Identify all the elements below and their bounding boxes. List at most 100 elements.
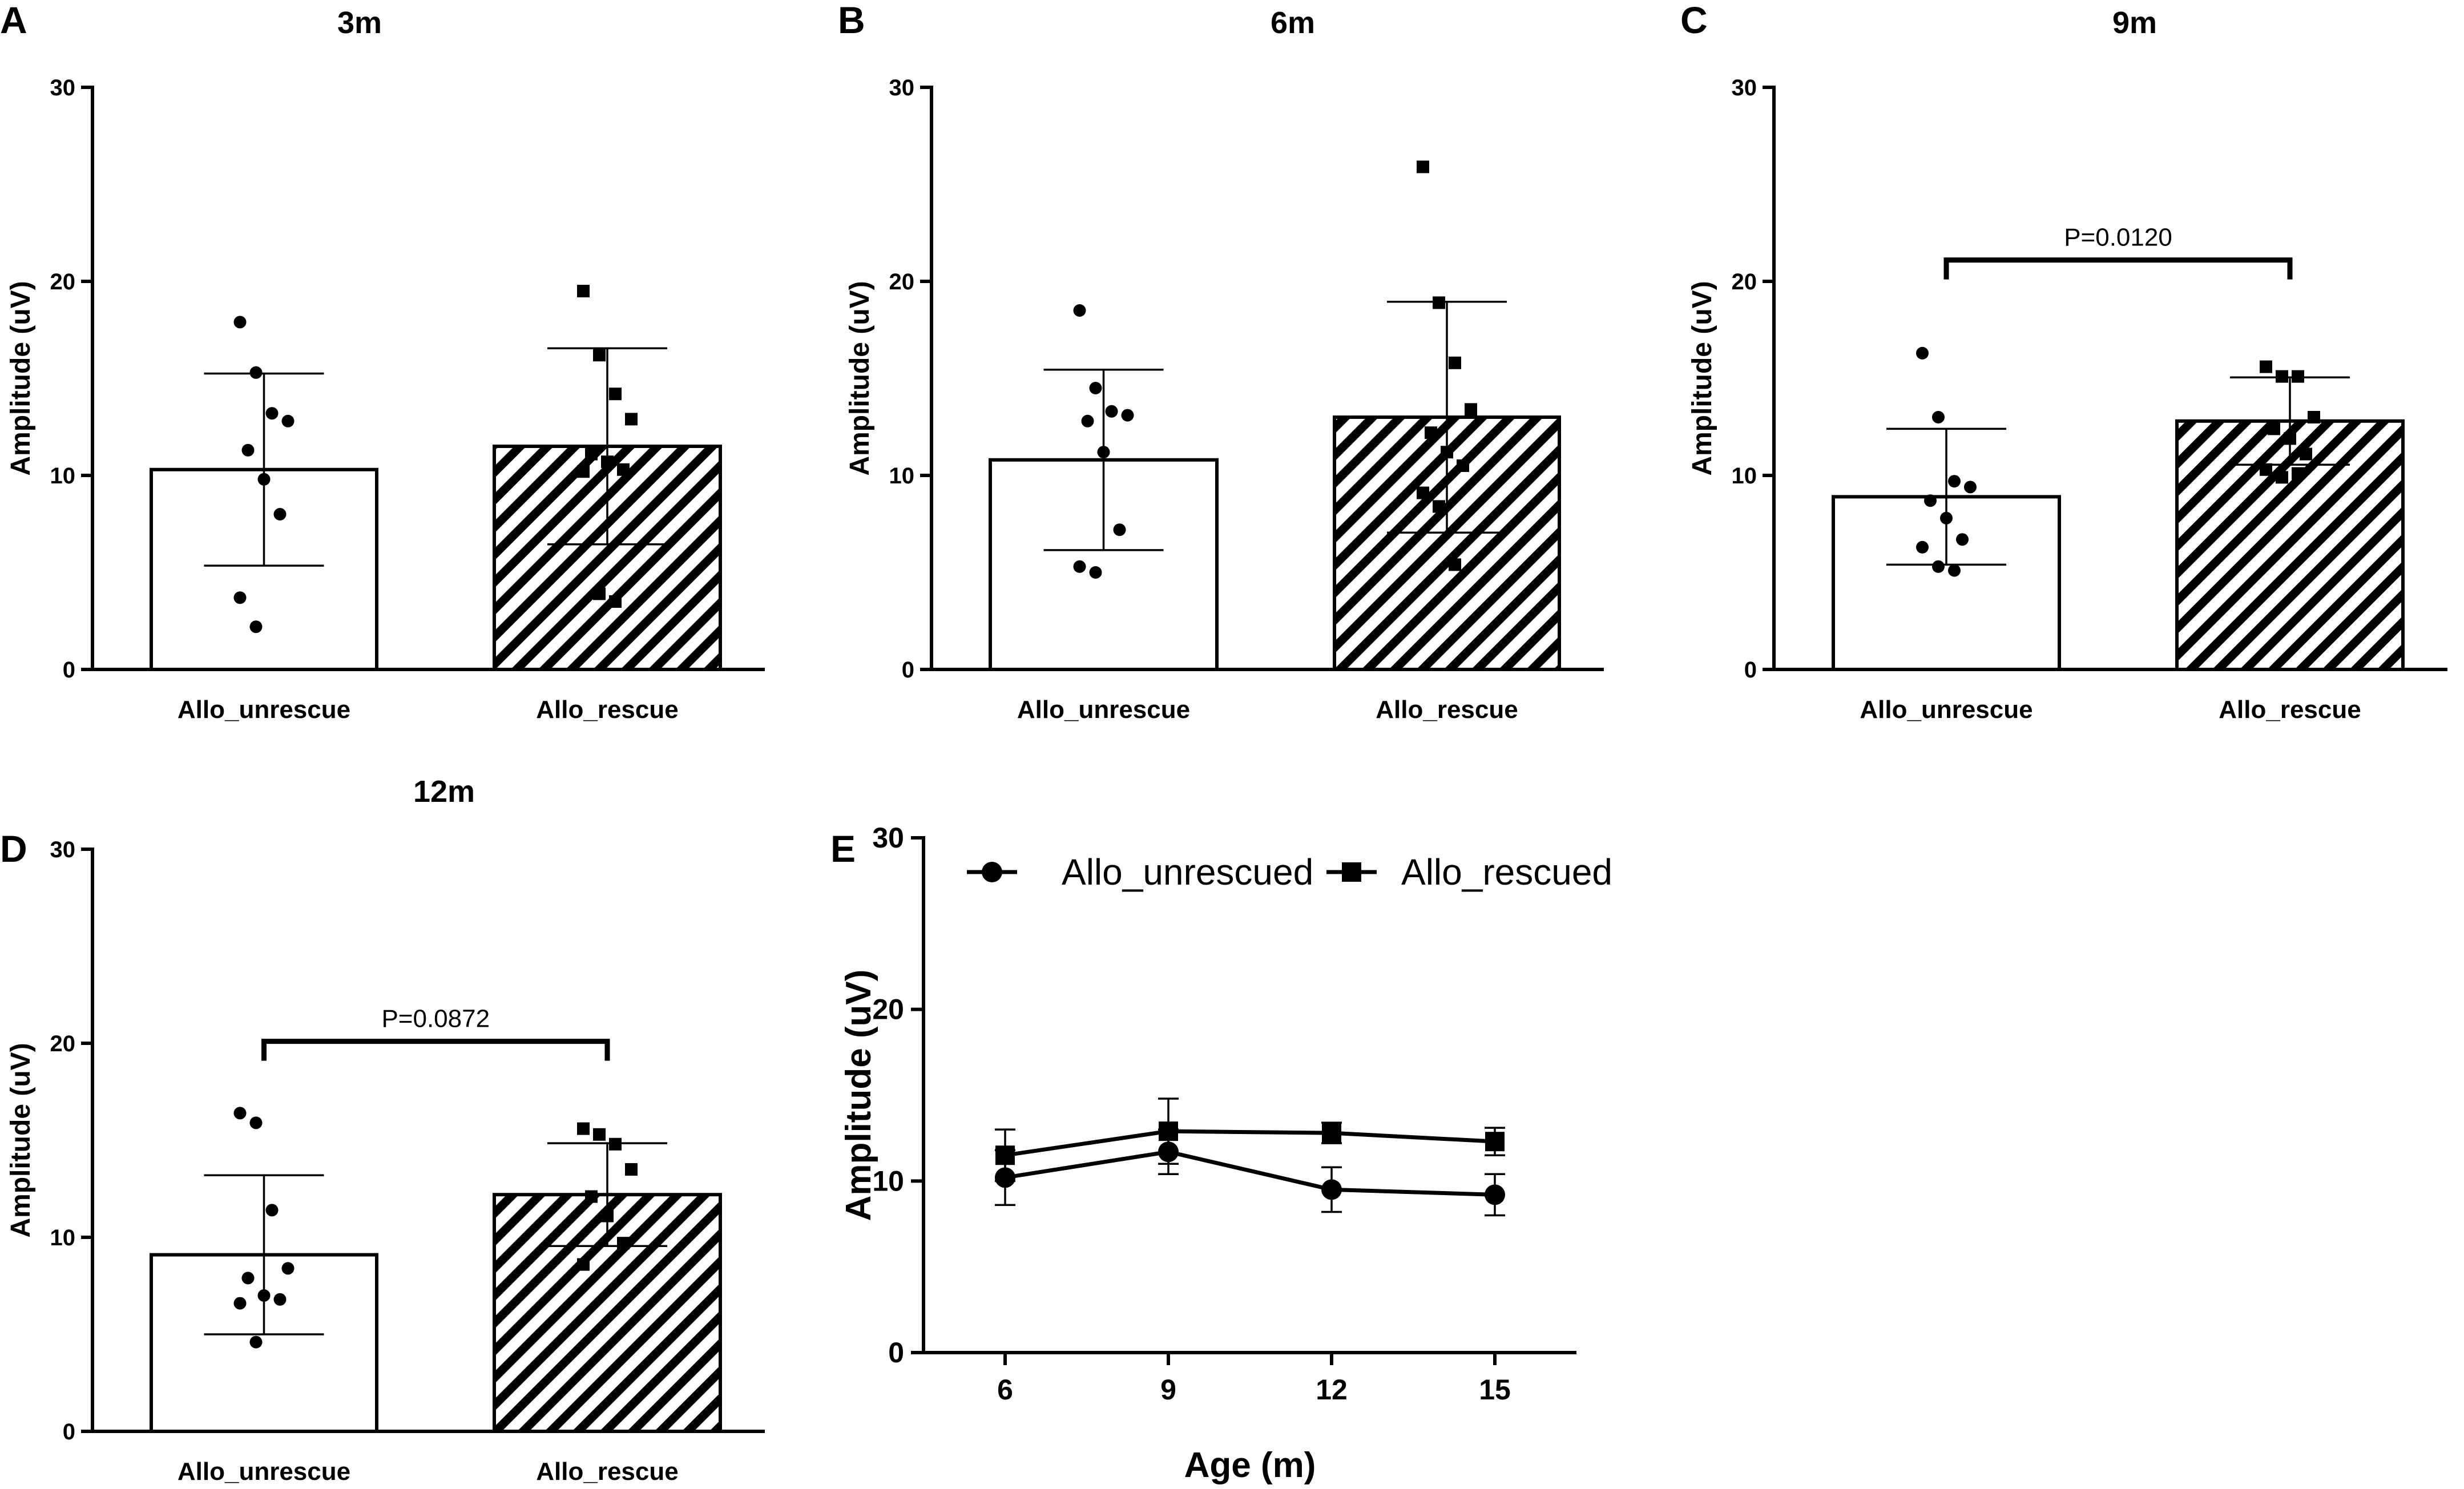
data-point [577, 1258, 590, 1271]
data-point [273, 1293, 287, 1306]
data-point [593, 1128, 606, 1141]
data-point [233, 1297, 247, 1310]
x-tick-label: Allo_unrescue [178, 1458, 350, 1486]
chart-title: 6m [1271, 6, 1315, 40]
data-point [1964, 481, 1977, 494]
data-point [1940, 511, 1953, 524]
data-point [1121, 409, 1134, 422]
data-point [1417, 486, 1429, 499]
data-point [2276, 370, 2288, 383]
p-value-label: P=0.0120 [2064, 224, 2172, 252]
data-point [1417, 160, 1429, 173]
data-point [241, 1272, 255, 1285]
panel-c: C 9m Amplitude (uV) 0 10 20 30 Allo_unrescue All… [1680, 0, 2447, 724]
p-value-label: P=0.0872 [381, 1005, 490, 1033]
y-tick-label: 10 [50, 1225, 76, 1250]
y-tick-label: 20 [1732, 269, 1757, 294]
y-axis-label: Amplitude (uV) [6, 1043, 36, 1237]
chart-title: 3m [337, 6, 382, 40]
data-point [1457, 459, 1469, 472]
data-point [617, 463, 630, 476]
data-point [1441, 446, 1453, 459]
legend-label: Allo_rescued [1401, 852, 1612, 893]
y-tick-label: 10 [1732, 463, 1757, 489]
data-point [577, 1122, 590, 1135]
x-tick-label: 6 [997, 1374, 1013, 1406]
data-point [1073, 304, 1086, 317]
y-tick-label: 20 [889, 269, 915, 294]
data-point [249, 620, 263, 633]
data-point [273, 508, 287, 520]
data-point [1073, 560, 1086, 573]
data-point [1485, 1132, 1505, 1152]
data-point [249, 366, 263, 379]
y-tick-label: 10 [50, 463, 76, 489]
y-tick-label: 20 [872, 994, 904, 1026]
data-point [625, 1163, 638, 1176]
data-point [265, 1204, 279, 1217]
x-tick-label: Allo_rescue [536, 1458, 678, 1486]
data-point [1449, 356, 1461, 369]
significance-bracket [1943, 257, 2293, 280]
x-axis-label: Age (m) [1184, 1446, 1316, 1485]
data-point [2292, 467, 2304, 480]
data-point [2260, 463, 2272, 476]
y-tick-label: 30 [50, 75, 76, 100]
data-point [601, 455, 614, 469]
panel-letter: A [0, 0, 27, 41]
y-tick-label: 20 [50, 1031, 76, 1056]
y-tick-label: 10 [872, 1165, 904, 1197]
data-point [2292, 370, 2304, 383]
data-point [1425, 426, 1437, 439]
series-line [1005, 1149, 1495, 1197]
panel-letter: E [830, 828, 856, 870]
data-point [1159, 1121, 1178, 1141]
panel-e: E Amplitude (uV) 0 10 20 30 6 9 12 15 Age (m) Allo_… [830, 822, 1612, 1485]
data-point [2308, 411, 2320, 423]
data-point [2276, 471, 2288, 484]
data-point [2268, 422, 2280, 435]
y-tick-label: 0 [902, 657, 914, 683]
y-tick-label: 0 [1744, 657, 1757, 683]
series-line [1005, 1129, 1495, 1157]
data-point [2300, 447, 2312, 461]
legend-marker [1342, 862, 1361, 882]
data-point [1485, 1184, 1505, 1205]
data-point [2260, 360, 2272, 373]
data-point [625, 413, 638, 426]
x-tick-label: 15 [1479, 1374, 1511, 1406]
data-point [593, 587, 606, 600]
panel-b: B 6m Amplitude (uV) 0 10 20 30 Allo_unrescue All… [838, 0, 1604, 724]
data-point [1322, 1123, 1341, 1143]
legend-marker [982, 862, 1002, 882]
data-point [2284, 432, 2296, 445]
data-point [233, 316, 247, 329]
data-point [241, 443, 255, 457]
legend-label: Allo_unrescued [1062, 852, 1313, 893]
y-axis-label: Amplitude (uV) [1687, 281, 1717, 475]
data-point [1089, 382, 1102, 394]
data-point [233, 591, 247, 604]
data-point [1948, 564, 1961, 577]
data-point [249, 1335, 263, 1349]
data-point [281, 1262, 295, 1275]
data-point [585, 1190, 598, 1203]
data-point [281, 414, 295, 427]
x-tick-label: 12 [1316, 1374, 1348, 1406]
data-point [257, 1289, 271, 1302]
panel-letter: D [0, 828, 27, 870]
series-allo-unrescued [995, 1128, 1505, 1217]
y-tick-label: 30 [50, 837, 76, 862]
x-tick-label: Allo_unrescue [178, 696, 350, 724]
y-tick-label: 30 [872, 822, 904, 854]
data-point [577, 285, 590, 297]
y-axis-label: Amplitude (uV) [839, 970, 878, 1221]
legend-item: Allo_unrescued [967, 852, 1313, 893]
data-point [1433, 296, 1445, 309]
x-tick-label: Allo_rescue [536, 696, 678, 724]
data-point [1321, 1179, 1342, 1200]
data-point [265, 407, 279, 420]
panel-a: A 3m Amplitude (uV) 0 10 20 30 Allo_unrescue All… [0, 0, 765, 724]
data-point [593, 349, 606, 362]
